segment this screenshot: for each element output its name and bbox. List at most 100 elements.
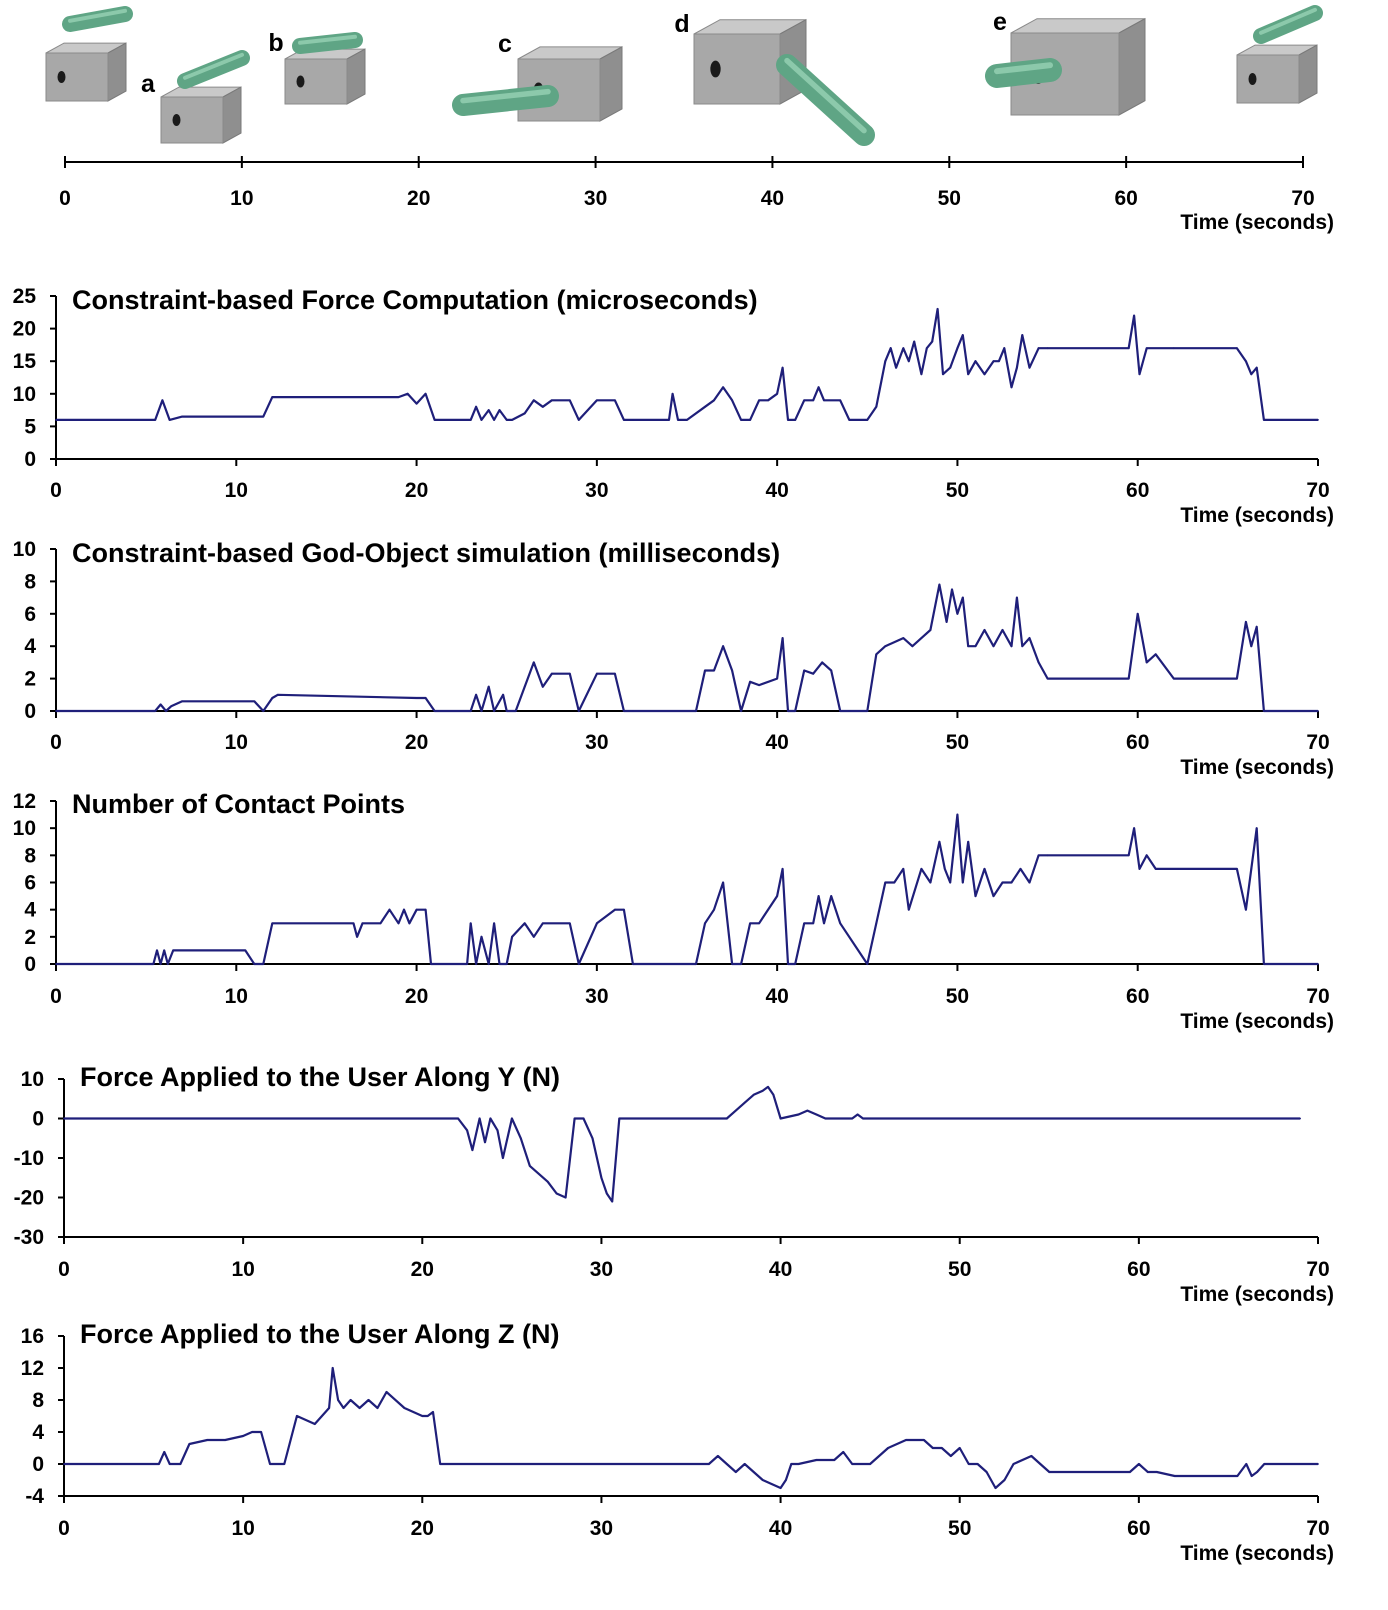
data-point (439, 1463, 442, 1465)
data-point (1021, 334, 1024, 336)
data-point (875, 922, 878, 925)
data-point (582, 1117, 585, 1120)
data-point (821, 661, 824, 664)
data-point (839, 922, 842, 925)
data-point (480, 710, 483, 712)
data-point (614, 672, 616, 675)
data-point (159, 963, 162, 965)
data-point (376, 1407, 379, 1409)
x-tick-label: 70 (1306, 985, 1329, 1008)
data-point (493, 710, 495, 712)
data-point (994, 1487, 997, 1489)
data-point (541, 685, 544, 688)
x-tick-label: 70 (1306, 479, 1329, 502)
rod-e (985, 58, 1062, 88)
data-point (967, 645, 970, 648)
data-point (708, 1463, 710, 1465)
data-point (514, 710, 517, 712)
data-point (532, 661, 535, 664)
data-point (498, 963, 501, 965)
x-tick-label: 0 (50, 479, 62, 502)
y-tick-label: 0 (24, 700, 36, 723)
data-point (170, 705, 173, 707)
data-point (55, 963, 57, 965)
data-point (611, 1200, 614, 1203)
data-point (276, 693, 279, 696)
cube-hole (710, 60, 721, 78)
data-point (1227, 1475, 1230, 1477)
data-point (743, 1463, 746, 1465)
data-point (803, 669, 806, 672)
x-tick-label: 0 (50, 731, 62, 754)
y-tick-label: 15 (13, 350, 37, 373)
data-point (940, 1447, 943, 1449)
y-tick-label: 6 (24, 872, 36, 895)
data-point (1250, 868, 1253, 870)
series-line (56, 307, 1318, 421)
data-point (913, 340, 916, 343)
data-point (967, 840, 970, 843)
y-tick-label: 4 (24, 635, 36, 658)
data-point (1317, 963, 1319, 965)
data-point (806, 1109, 809, 1112)
timeline-tick-label: 0 (59, 187, 71, 210)
data-point (803, 399, 806, 402)
data-point (851, 1463, 854, 1465)
data-point (1016, 596, 1018, 599)
data-point (902, 868, 905, 870)
rod-body (1253, 5, 1323, 44)
data-point (884, 881, 887, 884)
data-point (992, 360, 995, 363)
data-point (974, 360, 977, 363)
data-point (794, 419, 797, 421)
data-point (577, 963, 580, 965)
data-point (511, 1117, 513, 1120)
data-point (823, 922, 825, 925)
data-point (505, 419, 508, 421)
data-point (505, 710, 508, 712)
data-point (596, 399, 598, 402)
data-point (262, 963, 265, 965)
data-point (794, 710, 797, 712)
data-point (1263, 963, 1265, 965)
cube-hole (1248, 73, 1257, 85)
x-tick-label: 40 (765, 985, 788, 1008)
data-point (1245, 1463, 1248, 1465)
data-point (758, 399, 760, 402)
data-point (713, 669, 715, 672)
data-point (862, 1117, 864, 1120)
data-point (776, 895, 778, 897)
data-point (1039, 1463, 1042, 1465)
cube-end (1236, 44, 1318, 104)
data-point (432, 1411, 434, 1413)
data-point (568, 922, 571, 925)
data-point (1136, 612, 1139, 615)
data-point (469, 710, 472, 712)
data-point (695, 710, 697, 712)
data-point (1010, 386, 1013, 389)
data-point (943, 868, 946, 870)
timeline-tick-label: 30 (584, 187, 607, 210)
data-point (278, 1463, 280, 1465)
x-tick-label: 50 (946, 731, 969, 754)
data-point (961, 334, 964, 336)
rod-highlight (994, 62, 1053, 75)
data-point (55, 419, 57, 421)
x-tick-label: 70 (1306, 731, 1329, 754)
data-point (480, 935, 483, 938)
rod-highlight (68, 8, 127, 23)
x-axis-title: Time (seconds) (1180, 504, 1334, 527)
data-point (596, 922, 598, 925)
x-tick-label: 20 (405, 479, 428, 502)
data-point (722, 881, 724, 884)
x-tick-label: 50 (946, 479, 969, 502)
rod-body (985, 58, 1062, 88)
x-tick-label: 30 (585, 731, 608, 754)
x-tick-label: 0 (58, 1517, 70, 1540)
cube-side-face (1298, 44, 1318, 104)
data-point (469, 419, 472, 421)
x-tick-label: 60 (1126, 479, 1149, 502)
data-point (758, 922, 760, 925)
data-point (731, 963, 733, 965)
data-point (260, 1431, 262, 1433)
